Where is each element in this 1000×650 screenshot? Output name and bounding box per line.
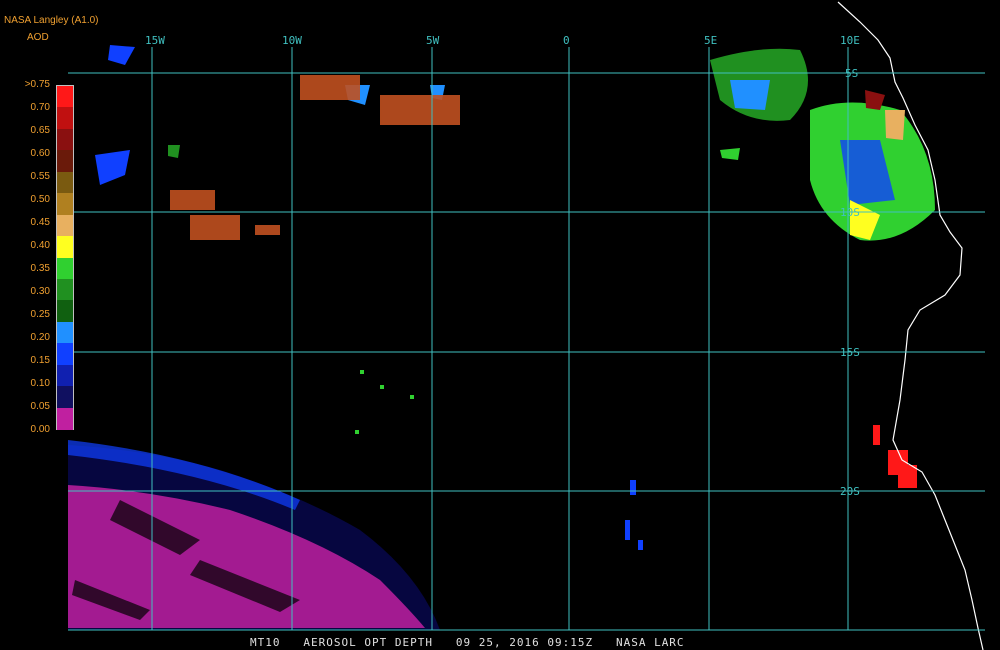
legend-label: 0.45 (30, 217, 50, 228)
lon-label: 10E (840, 34, 860, 47)
product-source-title: NASA Langley (A1.0) (4, 15, 99, 26)
legend-label: 0.55 (30, 171, 50, 182)
legend-label: 0.40 (30, 240, 50, 251)
legend-label: 0.70 (30, 102, 50, 113)
footer-time: 09:15Z (547, 636, 594, 649)
footer-date: 09 25, 2016 (455, 636, 540, 649)
legend-swatch (57, 364, 73, 387)
legend-label: 0.15 (30, 355, 50, 366)
graticule (68, 47, 985, 631)
aerosol-field (68, 45, 935, 630)
lon-label: 5W (426, 34, 440, 47)
legend-swatch (57, 236, 73, 259)
legend-label: 0.10 (30, 378, 50, 389)
legend-label: 0.50 (30, 194, 50, 205)
legend-label: 0.20 (30, 332, 50, 343)
legend-swatch (57, 86, 73, 108)
lat-label: 5S (845, 67, 858, 80)
legend-swatch (57, 257, 73, 280)
lon-label: 15W (145, 34, 165, 47)
legend-swatch (57, 343, 73, 366)
legend-swatch (57, 407, 73, 430)
legend-label: 0.00 (30, 424, 50, 435)
coastline (837, 1, 984, 650)
legend-swatch (57, 171, 73, 194)
legend-swatch (57, 214, 73, 237)
legend-swatch (57, 321, 73, 344)
footer-source: NASA LARC (615, 636, 685, 649)
legend-swatch (57, 278, 73, 301)
legend-swatch (57, 128, 73, 151)
legend-label: 0.65 (30, 125, 50, 136)
legend-label: 0.60 (30, 148, 50, 159)
legend-label: 0.30 (30, 286, 50, 297)
lon-label: 10W (282, 34, 302, 47)
product-subtitle: AOD (27, 32, 49, 43)
legend-swatch (57, 193, 73, 216)
footer-product: MT10 (250, 636, 281, 649)
legend-swatch (57, 300, 73, 323)
legend-label: >0.75 (24, 79, 50, 90)
footer-parameter: AEROSOL OPT DEPTH (303, 636, 433, 649)
legend-swatch (57, 386, 73, 409)
lat-label: 20S (840, 485, 860, 498)
aod-color-legend (56, 85, 74, 430)
lat-label: 10S (840, 206, 860, 219)
footer-caption: MT10 AEROSOL OPT DEPTH 09 25, 2016 09:15… (250, 636, 685, 649)
legend-label: 0.05 (30, 401, 50, 412)
legend-swatch (57, 150, 73, 173)
lat-label: 15S (840, 346, 860, 359)
legend-label: 0.35 (30, 263, 50, 274)
lon-label: 0 (563, 34, 570, 47)
legend-swatch (57, 107, 73, 130)
lon-label: 5E (704, 34, 717, 47)
legend-label: 0.25 (30, 309, 50, 320)
